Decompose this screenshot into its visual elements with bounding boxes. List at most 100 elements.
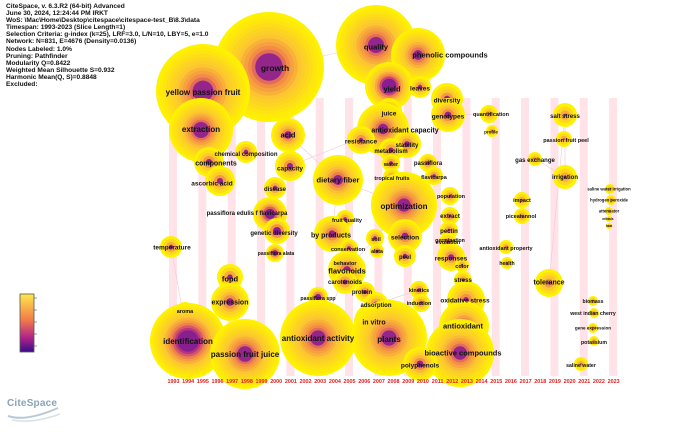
node-alata[interactable] [370, 244, 384, 258]
node-chemical-composition[interactable] [235, 141, 257, 163]
node-label-leaves: leaves [410, 85, 430, 92]
info-line: Pruning: Pathfinder [6, 52, 68, 60]
node-dietary-fiber[interactable] [313, 155, 363, 205]
node-selection[interactable] [388, 219, 422, 253]
node-label-capacity: capacity [277, 165, 303, 172]
node-passiflora-alata[interactable] [266, 244, 284, 262]
node-saline-water-irrigation[interactable] [605, 184, 615, 194]
node-impact[interactable] [514, 192, 530, 208]
node-color[interactable] [455, 258, 469, 272]
node-label-quality: quality [364, 43, 389, 52]
node-heat[interactable] [606, 223, 612, 229]
node-label-phenolic-compounds: phenolic compounds [412, 51, 487, 60]
node-mitosis[interactable] [606, 216, 612, 222]
node-irrigation[interactable] [553, 165, 577, 189]
info-line: Excluded: [6, 81, 38, 89]
node-label-chemical-composition: chemical composition [214, 152, 277, 158]
node-fopd[interactable] [217, 264, 243, 290]
node-water[interactable] [382, 154, 400, 172]
node-carotenoids[interactable] [333, 270, 357, 294]
node-salt-stress[interactable] [553, 103, 577, 127]
node-disease[interactable] [264, 177, 286, 199]
node-flavicarpa[interactable] [425, 167, 443, 185]
node-gene-expression[interactable] [588, 323, 598, 333]
year-label: 2022 [593, 379, 605, 385]
node-core [417, 84, 423, 90]
node-label-carotenoids: carotenoids [328, 280, 363, 286]
year-label: 2003 [314, 379, 326, 385]
node-core [521, 199, 523, 201]
node-passion-fruit-peel[interactable] [556, 131, 572, 147]
node-label-plants: plants [377, 335, 401, 344]
node-label-hydrogen-peroxide: hydrogen peroxide [590, 197, 628, 202]
year-label: 2007 [373, 379, 385, 385]
node-label-passiflora-alata: passiflora alata [258, 251, 295, 257]
node-quantification[interactable] [480, 105, 498, 123]
node-by-products[interactable] [314, 216, 350, 252]
node-antioxidant-activity[interactable] [280, 300, 356, 376]
node-profile[interactable] [486, 125, 498, 137]
node-antioxidant-property[interactable] [499, 240, 513, 254]
node-genetic-diversity[interactable] [264, 218, 290, 244]
node-yield[interactable] [365, 62, 413, 110]
node-core [416, 360, 424, 368]
year-stripe [227, 98, 236, 376]
node-genotypes[interactable] [431, 98, 465, 132]
node-extract[interactable] [441, 207, 459, 225]
node-plants[interactable] [351, 300, 427, 376]
node-temperature[interactable] [160, 236, 182, 258]
node-label-population: population [437, 194, 466, 200]
year-label: 2006 [358, 379, 370, 385]
node-tolerance[interactable] [535, 269, 563, 297]
year-label: 2001 [285, 379, 297, 385]
node-metabolism[interactable] [379, 138, 403, 162]
node-resistance[interactable] [347, 126, 375, 154]
node-label-irrigation: irrigation [552, 175, 578, 181]
node-acid[interactable] [271, 118, 305, 152]
year-label: 2011 [432, 379, 444, 385]
node-passion-fruit-juice[interactable] [210, 319, 280, 389]
node-core [608, 225, 610, 227]
year-label: 2016 [505, 379, 517, 385]
node-leaves[interactable] [409, 76, 431, 98]
node-label-antioxidant-capacity: antioxidant capacity [371, 127, 438, 134]
node-core [460, 263, 464, 267]
node-label-in-vitro: in vitro [362, 319, 385, 326]
node-label-soil: soil [371, 237, 381, 243]
node-population[interactable] [441, 187, 459, 205]
node-polyphenols[interactable] [403, 347, 437, 381]
node-label-ascorbic-acid: ascorbic acid [191, 180, 233, 187]
info-line: Nodes Labeled: 1.0% [6, 45, 72, 53]
node-core [534, 158, 536, 160]
node-bioactive-compounds[interactable] [426, 319, 494, 387]
node-passiflora[interactable] [419, 154, 437, 172]
node-piceatannol[interactable] [514, 208, 530, 224]
node-potassium[interactable] [589, 336, 599, 346]
node-hydrogen-peroxide[interactable] [606, 195, 616, 205]
node-gas-exchange[interactable] [528, 152, 542, 166]
node-health[interactable] [501, 257, 513, 269]
node-label-kinetics: kinetics [409, 288, 429, 294]
node-capacity[interactable] [275, 151, 305, 181]
node-soil[interactable] [366, 229, 384, 247]
node-core [448, 254, 454, 260]
node-label-impact: impact [513, 198, 531, 204]
node-ascorbic-acid[interactable] [205, 166, 235, 196]
node-extraction[interactable] [169, 98, 233, 162]
node-identification[interactable] [150, 303, 226, 379]
node-optimization[interactable] [371, 172, 437, 238]
node-peel[interactable] [394, 245, 416, 267]
node-label-germination: germination [435, 238, 465, 244]
node-label-passiflora-edulis-f-flavicarpa: passiflora edulis f flavicarpa [207, 211, 288, 217]
node-core [444, 111, 452, 119]
year-stripe [286, 98, 295, 376]
node-induction[interactable] [412, 294, 430, 312]
node-core [310, 330, 326, 346]
node-saline-water[interactable] [574, 357, 588, 371]
node-attenuator[interactable] [605, 207, 613, 215]
node-biomass[interactable] [588, 296, 598, 306]
node-expression[interactable] [211, 283, 249, 321]
node-core [448, 194, 452, 198]
node-label-flavicarpa: flavicarpa [421, 175, 448, 181]
node-west-indian-cherry[interactable] [589, 308, 599, 318]
